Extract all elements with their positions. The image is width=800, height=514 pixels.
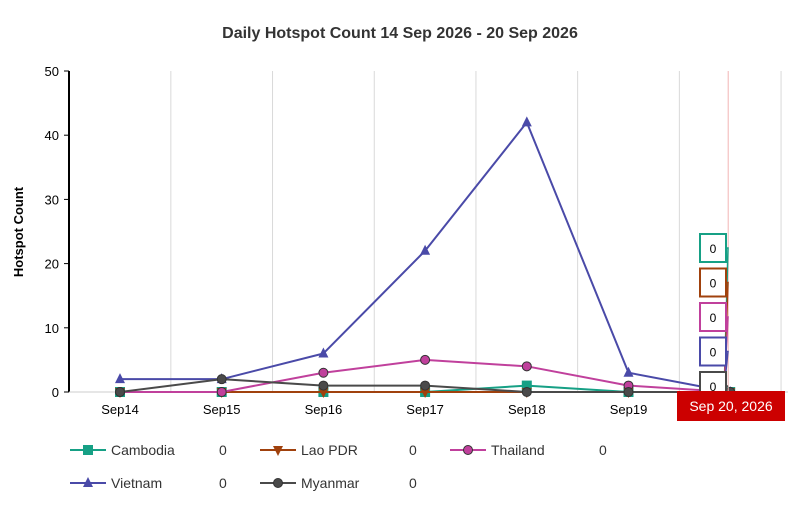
data-point[interactable] [623, 366, 634, 377]
series-vietnam [115, 116, 736, 396]
legend-value: 0 [599, 442, 607, 458]
data-point[interactable] [216, 374, 227, 385]
y-axis-label: Hotspot Count [11, 186, 26, 277]
y-tick-label: 40 [45, 128, 59, 143]
legend: Cambodia 0 Lao PDR 0 Thailand 0 Vietnam 0 Myanma… [68, 434, 668, 504]
data-point[interactable] [521, 361, 532, 372]
x-tick-label: Sep17 [406, 402, 444, 417]
legend-swatch [70, 445, 106, 455]
legend-item-thailand[interactable]: Thailand 0 [448, 438, 607, 462]
legend-label: Myanmar [301, 475, 360, 491]
legend-value: 0 [409, 475, 417, 491]
data-point[interactable] [318, 388, 329, 398]
tooltip-value: 0 [710, 346, 717, 360]
data-point[interactable] [420, 244, 431, 255]
tooltip-box [699, 233, 727, 263]
legend-label: Cambodia [111, 442, 175, 458]
tooltip-value: 0 [710, 311, 717, 325]
data-point[interactable] [420, 354, 431, 365]
data-point[interactable] [216, 387, 227, 397]
data-point[interactable] [521, 387, 532, 397]
grid [170, 71, 782, 392]
data-point[interactable] [420, 388, 431, 398]
data-point[interactable] [318, 367, 329, 378]
tooltip-value: 0 [710, 277, 717, 291]
legend-swatch [260, 478, 296, 488]
data-point[interactable] [318, 347, 329, 358]
axes: 0 10 20 30 40 50 Sep14 Sep15 Sep16 Sep17 Sep18 Sep1… [45, 64, 788, 417]
x-tick-label: Sep15 [203, 402, 241, 417]
legend-label: Thailand [491, 442, 545, 458]
data-point[interactable] [623, 387, 634, 397]
x-tick-label: Sep19 [610, 402, 648, 417]
legend-swatch [260, 446, 296, 456]
tooltip-value: 0 [710, 242, 717, 256]
chart-title: Daily Hotspot Count 14 Sep 2026 - 20 Sep… [222, 25, 578, 42]
x-tick-label: Sep18 [508, 402, 546, 417]
y-tick-label: 10 [45, 321, 59, 336]
series-myanmar [115, 374, 736, 397]
tooltip-box [699, 302, 727, 332]
legend-swatch [450, 445, 486, 455]
data-point[interactable] [115, 373, 125, 384]
legend-label: Vietnam [111, 475, 163, 491]
data-point[interactable] [521, 116, 532, 127]
x-tick-label: Sep14 [101, 402, 139, 417]
crosshair-label-bg [677, 391, 785, 421]
tooltip: 0 0 0 0 0 Sep 20, 2026 [677, 71, 785, 421]
tooltip-box [699, 336, 727, 367]
data-point[interactable] [318, 380, 329, 391]
data-point[interactable] [521, 380, 532, 391]
series-line [120, 121, 731, 393]
series-layer [115, 116, 736, 398]
legend-value: 0 [219, 442, 227, 458]
y-tick-label: 20 [45, 257, 59, 272]
legend-item-lao-pdr[interactable]: Lao PDR 0 [258, 438, 417, 462]
legend-item-vietnam[interactable]: Vietnam 0 [68, 471, 227, 495]
y-tick-label: 0 [52, 385, 59, 400]
legend-label: Lao PDR [301, 442, 358, 458]
x-tick-label: Sep16 [305, 402, 343, 417]
legend-item-cambodia[interactable]: Cambodia 0 [68, 438, 227, 462]
tooltip-box [699, 267, 727, 298]
legend-value: 0 [409, 442, 417, 458]
y-tick-label: 30 [45, 192, 59, 207]
legend-item-myanmar[interactable]: Myanmar 0 [258, 471, 417, 495]
legend-swatch [70, 477, 106, 487]
tooltip-value: 0 [710, 380, 717, 394]
crosshair-label: Sep 20, 2026 [689, 398, 773, 414]
data-point[interactable] [115, 387, 125, 397]
data-point[interactable] [420, 380, 431, 391]
legend-value: 0 [219, 475, 227, 491]
y-tick-label: 50 [45, 64, 59, 79]
